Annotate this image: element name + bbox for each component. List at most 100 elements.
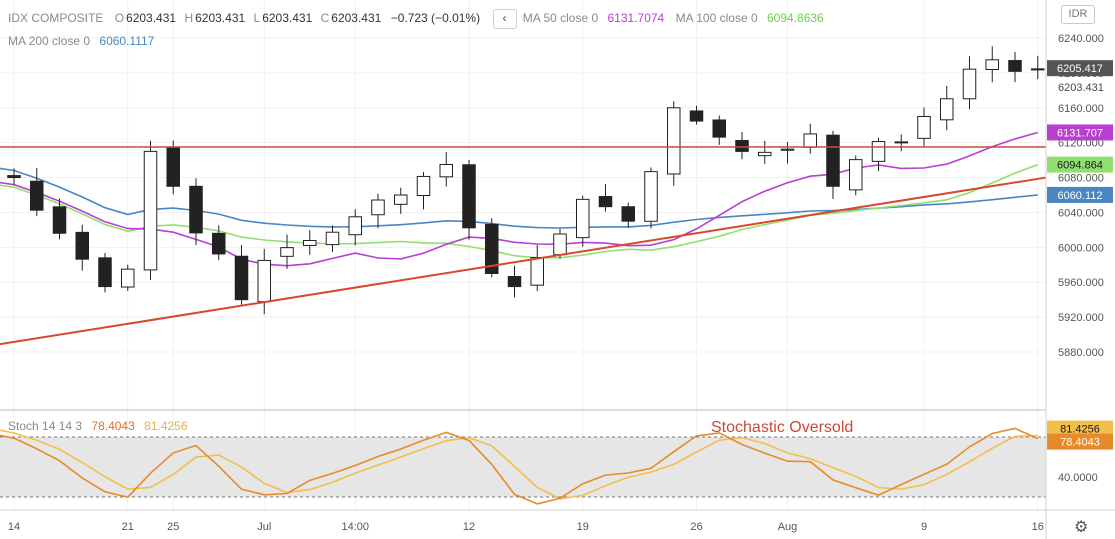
candle-body	[257, 259, 272, 303]
x-tick-label: 19	[577, 521, 589, 533]
candle-body	[211, 232, 226, 255]
candle-body	[621, 206, 636, 222]
x-tick-label: 16	[1032, 521, 1044, 533]
ma200-label[interactable]: MA 200 close 0	[8, 34, 91, 48]
y-tick-label: 6160.000	[1058, 103, 1104, 115]
y-tick-label: 5960.000	[1058, 277, 1104, 289]
candle-body	[280, 247, 294, 257]
candle-body	[7, 175, 21, 179]
ma50-value: 6131.7074	[607, 11, 665, 26]
stoch-k-value: 78.4043	[91, 419, 135, 433]
candle-body	[939, 98, 954, 121]
candle-body	[439, 163, 454, 178]
low-value: 6203.431	[262, 11, 313, 26]
candle-body	[530, 257, 545, 286]
stoch-k-price-tag: 78.4043	[1060, 437, 1100, 449]
candle-body	[507, 276, 522, 288]
close-price-label: 6203.431	[1058, 82, 1104, 94]
ma50-price-tag: 6131.707	[1057, 127, 1103, 139]
support-trendline[interactable]	[0, 176, 1047, 379]
candle-body	[985, 59, 1000, 71]
ma100-label[interactable]: MA 100 close 0	[675, 11, 758, 26]
candle-body	[234, 255, 249, 301]
candle-body	[29, 180, 44, 211]
y-tick-label: 6040.000	[1058, 207, 1104, 219]
y-tick-label: 6120.000	[1058, 138, 1104, 150]
stoch-d-price-tag-bg	[1047, 420, 1113, 437]
stochastic-legend: Stoch 14 14 3 78.4043 81.4256	[8, 419, 190, 433]
main-legend-row1: IDX COMPOSITE O 6203.431 H 6203.431 L 6203.…	[8, 9, 826, 29]
candle-body	[689, 110, 704, 122]
gear-icon[interactable]: ⚙	[1074, 519, 1089, 536]
candle-body	[712, 119, 727, 138]
candle-body	[1030, 68, 1045, 71]
x-tick-label: 12	[463, 521, 475, 533]
y-tick-label: 6080.000	[1058, 173, 1104, 185]
candle-body	[98, 257, 112, 288]
currency-button[interactable]: IDR	[1061, 5, 1095, 24]
high-value: 6203.431	[195, 11, 246, 26]
stochastic-annotation: Stochastic Oversold	[711, 419, 853, 436]
x-tick-label: 14:00	[341, 521, 369, 533]
candle-body	[484, 223, 499, 274]
candle-body	[166, 146, 181, 187]
stoch-k-price-tag-bg	[1047, 433, 1113, 450]
candle-body	[371, 199, 385, 216]
open-label: O	[114, 11, 125, 26]
x-tick-label: Aug	[778, 521, 798, 533]
close-value: 6203.431	[331, 11, 382, 26]
stochastic-band	[0, 437, 1046, 497]
last-price-tag-bg	[1047, 60, 1113, 77]
candle-body	[416, 175, 431, 197]
candle-body	[735, 140, 749, 152]
candle-body	[553, 233, 567, 256]
ma100-value: 6094.8636	[766, 11, 824, 26]
candle-body	[757, 151, 772, 157]
candle-body	[393, 194, 408, 205]
x-tick-label: 9	[921, 521, 927, 533]
candle-body	[575, 198, 590, 239]
stoch-d-line	[0, 429, 1038, 500]
main-legend-row2: MA 200 close 0 6060.1117	[8, 34, 156, 48]
x-tick-label: 25	[167, 521, 179, 533]
x-tick-label: 14	[8, 521, 20, 533]
candle-body	[325, 231, 340, 246]
candle-body	[189, 185, 203, 234]
candle-body	[780, 148, 795, 151]
ma200-price-tag: 6060.112	[1057, 190, 1102, 202]
candle-body	[894, 141, 909, 144]
ma200-value: 6060.1117	[99, 34, 155, 48]
stoch-y-tick-label: 40.0000	[1058, 472, 1098, 484]
ma50-label[interactable]: MA 50 close 0	[522, 11, 599, 26]
candle-body	[1008, 60, 1022, 72]
ma100-price-tag: 6094.864	[1057, 160, 1103, 172]
candle-body	[143, 150, 158, 271]
candle-body	[598, 195, 613, 208]
stoch-k-line	[0, 427, 1039, 505]
x-tick-label: Jul	[257, 521, 271, 533]
candle-body	[644, 171, 658, 222]
candle-body	[52, 206, 67, 234]
candle-body	[871, 141, 886, 162]
stoch-label[interactable]: Stoch 14 14 3	[8, 419, 83, 433]
ma50-price-tag-bg	[1047, 124, 1113, 141]
collapse-legend-button[interactable]: ‹	[493, 9, 518, 29]
candle-body	[826, 134, 840, 187]
ma200-price-tag-bg	[1047, 186, 1113, 203]
symbol-name[interactable]: IDX COMPOSITE	[8, 11, 104, 26]
candle-body	[666, 107, 681, 175]
stoch-d-price-tag: 81.4256	[1060, 424, 1100, 436]
candle-body	[917, 116, 931, 139]
x-tick-label: 21	[122, 521, 134, 533]
candle-body	[803, 133, 818, 148]
last-price-tag: 6205.417	[1057, 63, 1103, 75]
ma100-price-tag-bg	[1047, 156, 1113, 173]
candle-body	[348, 216, 363, 236]
x-tick-label: 26	[690, 521, 702, 533]
y-tick-label: 5880.000	[1058, 347, 1104, 359]
candle-body	[848, 159, 863, 191]
low-label: L	[253, 11, 261, 26]
y-tick-label: 5920.000	[1058, 312, 1104, 324]
candle-body	[302, 239, 317, 246]
